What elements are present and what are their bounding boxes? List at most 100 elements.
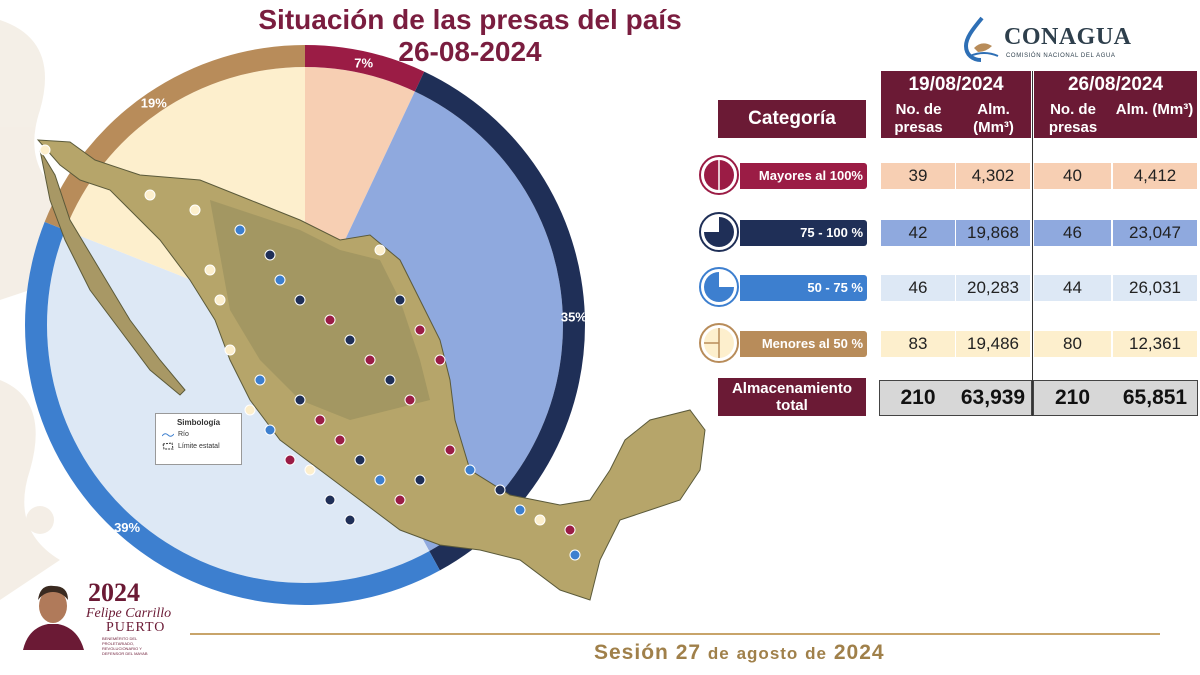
reservoir-marker	[304, 464, 316, 476]
reservoir-markers	[39, 144, 581, 561]
legend-row-state: Límite estatal	[162, 442, 241, 450]
three-quarter-reservoir-icon	[699, 212, 739, 252]
period-2-storage-header: Alm. (Mm³)	[1112, 98, 1197, 138]
footer-line	[190, 633, 1160, 635]
title-line-2: 26-08-2024	[398, 36, 542, 67]
row-label-75-100: 75 - 100 %	[740, 220, 867, 246]
session-de-2: de	[805, 644, 828, 663]
slice-ring-50-75	[24, 221, 440, 606]
reservoir-marker	[534, 514, 546, 526]
slice-label-menores: 19%	[141, 96, 167, 111]
total-p2-storage: 65,851	[1122, 386, 1188, 409]
period-1-date: 19/08/2024	[881, 71, 1031, 98]
session-year: 2024	[833, 641, 885, 664]
reservoir-marker	[274, 274, 286, 286]
period-divider	[1032, 71, 1033, 416]
cell-menores-p1-storage: 19,486	[956, 331, 1030, 357]
logo-subtitle: COMISIÓN NACIONAL DEL AGUA	[1006, 53, 1116, 59]
felipe-carrillo-emblem: 2024 Felipe Carrillo PUERTO BENEMÉRITO D…	[18, 578, 171, 656]
reservoir-marker	[144, 189, 156, 201]
cell-mayores-p1-storage: 4,302	[956, 163, 1030, 189]
total-label: Almacenamiento total	[718, 378, 866, 416]
legend-label-river: Río	[178, 431, 189, 438]
reservoir-marker	[344, 334, 356, 346]
period-2-count-header: No. de presas	[1034, 98, 1112, 138]
reservoir-marker	[189, 204, 201, 216]
reservoir-marker	[264, 249, 276, 261]
reservoir-marker	[374, 244, 386, 256]
row-label-menores: Menores al 50 %	[740, 331, 867, 357]
state-border-icon	[162, 442, 174, 450]
reservoir-marker	[434, 354, 446, 366]
session-de-1: de	[707, 644, 730, 663]
map-legend-title: Simbología	[176, 418, 221, 427]
low-reservoir-icon	[699, 323, 739, 363]
slice-fill-50-75	[46, 230, 430, 583]
total-p1-storage: 63,939	[960, 386, 1026, 409]
map-baja-california	[39, 149, 186, 396]
emblem-year: 2024	[88, 578, 140, 607]
period-1-storage-header: Alm. (Mm³)	[956, 98, 1031, 138]
period-1-count-header: No. de presas	[881, 98, 956, 138]
reservoir-marker	[414, 324, 426, 336]
reservoir-marker	[394, 294, 406, 306]
session-month: agosto	[736, 644, 799, 663]
reservoir-marker	[224, 344, 236, 356]
reservoir-marker	[364, 354, 376, 366]
cell-mayores-p2-count: 40	[1034, 163, 1111, 189]
cell-75-100-p2-count: 46	[1034, 220, 1111, 246]
reservoir-marker	[514, 504, 526, 516]
storage-pie-chart: 7% 35% 39% 19%	[24, 45, 706, 606]
reservoir-marker	[264, 424, 276, 436]
cell-mayores-p1-count: 39	[881, 163, 955, 189]
map-legend: Simbología Río Límite estatal	[155, 413, 242, 465]
cell-75-100-p1-storage: 19,868	[956, 220, 1030, 246]
reservoir-marker	[444, 444, 456, 456]
row-label-mayores: Mayores al 100%	[740, 163, 867, 189]
reservoir-marker	[354, 454, 366, 466]
period-2-date: 26/08/2024	[1034, 71, 1197, 98]
cell-menores-p1-count: 83	[881, 331, 955, 357]
cell-50-75-p1-storage: 20,283	[956, 275, 1030, 301]
legend-row-river: Río	[162, 431, 241, 438]
half-reservoir-icon	[699, 267, 739, 307]
cell-75-100-p1-count: 42	[881, 220, 955, 246]
cell-50-75-p2-count: 44	[1034, 275, 1111, 301]
total-p2-count: 210	[1054, 386, 1091, 409]
reservoir-marker	[464, 464, 476, 476]
portrait-icon	[23, 585, 84, 650]
session-day: 27	[675, 641, 702, 664]
row-label-50-75: 50 - 75 %	[740, 275, 867, 301]
reservoir-marker	[494, 484, 506, 496]
slice-label-50-75: 39%	[114, 520, 140, 535]
reservoir-marker	[334, 434, 346, 446]
reservoir-marker	[234, 224, 246, 236]
reservoir-marker	[564, 524, 576, 536]
reservoir-marker	[324, 494, 336, 506]
session-text: Sesión 27 de agosto de 2024	[594, 641, 885, 665]
conagua-logo: CONAGUA COMISIÓN NACIONAL DEL AGUA	[960, 16, 1150, 66]
water-drop-icon	[963, 16, 999, 62]
legend-label-state: Límite estatal	[178, 442, 220, 450]
reservoir-marker	[384, 374, 396, 386]
reservoir-marker	[314, 414, 326, 426]
cell-menores-p2-storage: 12,361	[1113, 331, 1197, 357]
cell-75-100-p2-storage: 23,047	[1113, 220, 1197, 246]
reservoir-marker	[344, 514, 356, 526]
reservoir-marker	[39, 144, 51, 156]
cell-mayores-p2-storage: 4,412	[1113, 163, 1197, 189]
reservoir-marker	[324, 314, 336, 326]
slice-ring-mayores	[305, 45, 425, 92]
page-title: Situación de las presas del país 26-08-2…	[200, 4, 740, 68]
session-prefix: Sesión	[594, 641, 669, 664]
slice-ring-menores	[44, 45, 305, 231]
slice-label-mayores: 7%	[354, 55, 373, 70]
total-box-period-1	[879, 380, 1032, 416]
cell-50-75-p1-count: 46	[881, 275, 955, 301]
total-box-period-2	[1033, 380, 1198, 416]
reservoir-marker	[254, 374, 266, 386]
reservoir-marker	[204, 264, 216, 276]
reservoir-marker	[414, 474, 426, 486]
reservoir-marker	[294, 294, 306, 306]
reservoir-marker	[284, 454, 296, 466]
